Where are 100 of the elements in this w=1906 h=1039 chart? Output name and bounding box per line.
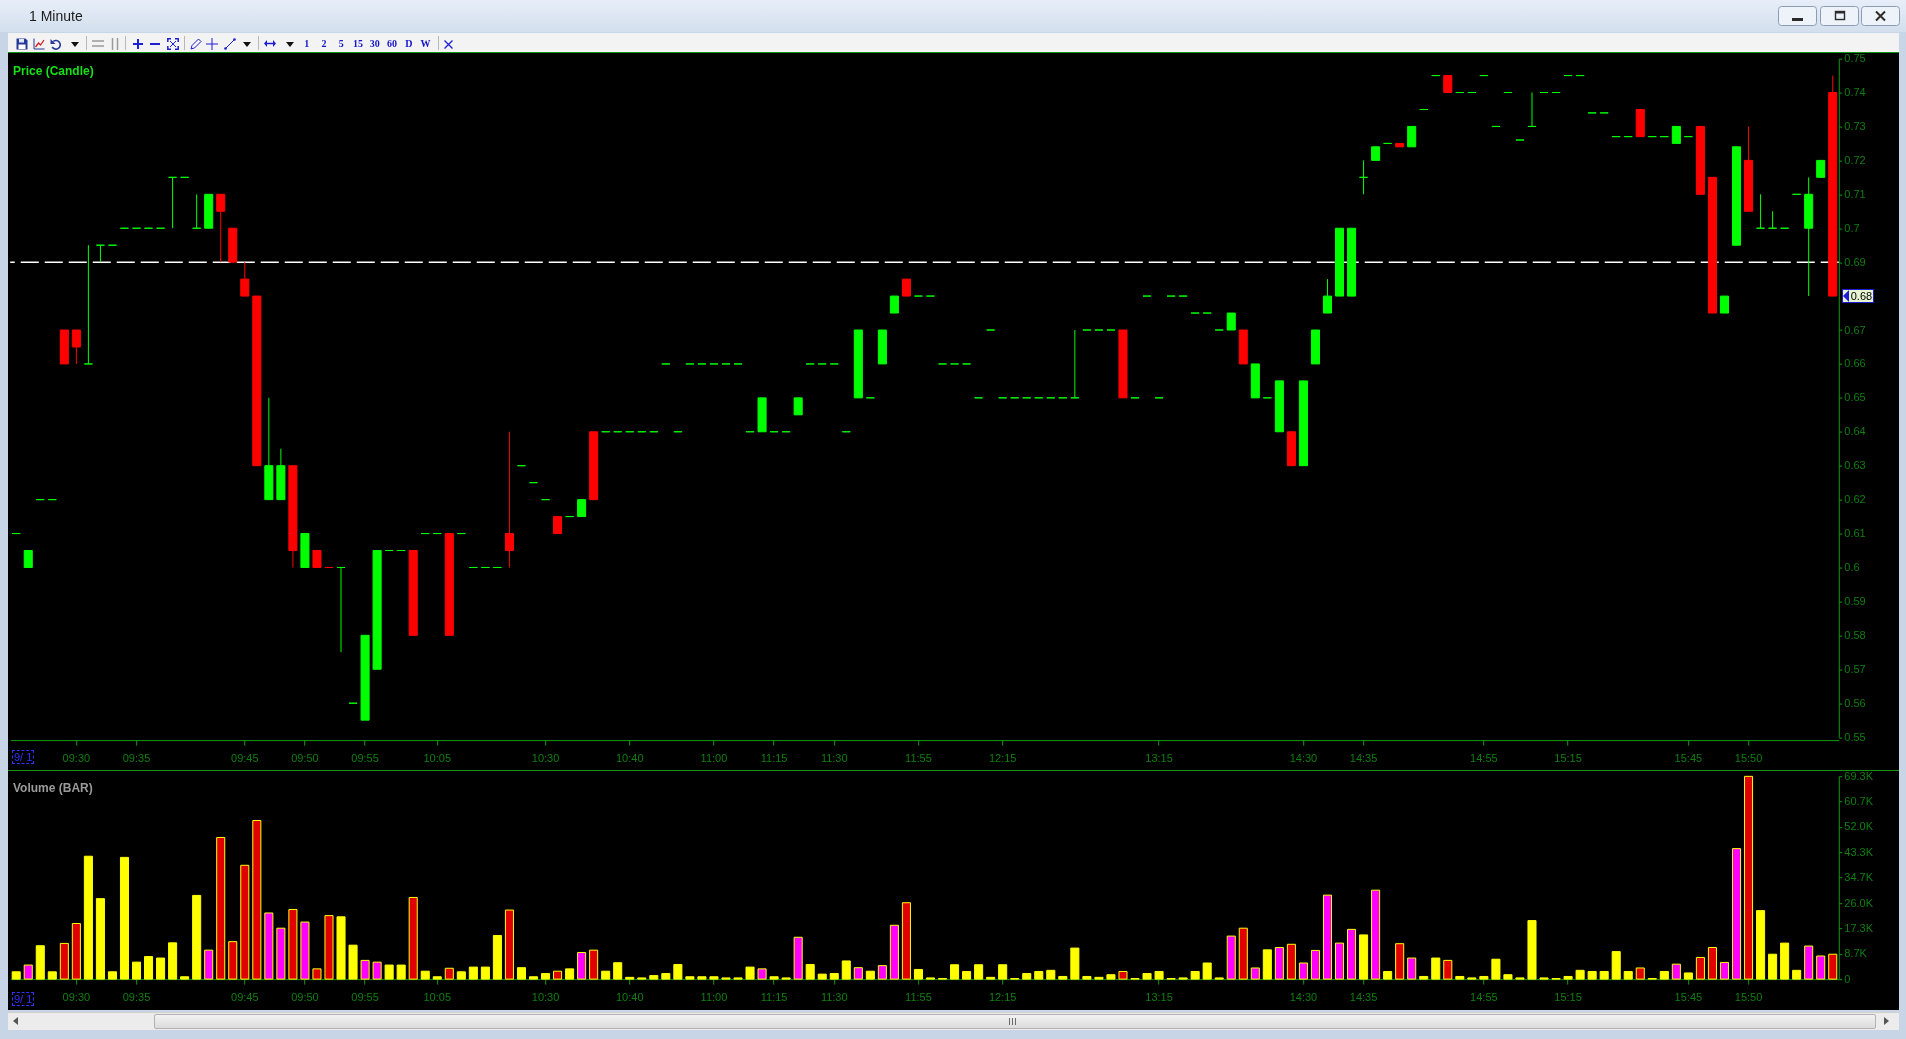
x-tick-label: 11:30	[820, 990, 848, 1003]
candlestick	[1274, 380, 1284, 433]
bar	[601, 970, 611, 980]
bar	[1828, 953, 1838, 980]
bar	[168, 942, 178, 980]
candlestick	[59, 329, 69, 365]
bar	[1419, 975, 1429, 980]
bar	[131, 961, 142, 980]
y-tick-label: 17.3K	[1844, 921, 1874, 934]
bar	[300, 921, 310, 980]
x-tick-label: 15:15	[1554, 751, 1582, 764]
bar	[360, 959, 370, 980]
bar	[1334, 942, 1345, 980]
bar	[492, 935, 502, 980]
y-tick-label: 26.0K	[1844, 896, 1874, 909]
candlestick	[1731, 146, 1742, 246]
text: 15	[353, 38, 363, 50]
text: 60	[387, 38, 397, 50]
x-tick-label: 11:55	[905, 990, 932, 1003]
candlestick	[312, 550, 322, 568]
bar	[805, 963, 815, 980]
candlestick	[1118, 329, 1128, 399]
x-tick-label: 09:30	[62, 990, 91, 1003]
bar	[1575, 969, 1585, 980]
bar	[829, 973, 839, 980]
candlestick	[1238, 329, 1248, 365]
x-tick-label: 15:45	[1674, 751, 1703, 764]
candlestick	[1322, 278, 1333, 314]
y-tick-label: 0.73	[1844, 119, 1866, 132]
x-tick-label: 14:55	[1470, 751, 1498, 764]
bar	[1719, 961, 1730, 980]
bar	[119, 856, 130, 980]
x-tick-label: 09:50	[291, 990, 319, 1003]
x-tick-label: 10:30	[531, 751, 560, 764]
y-tick-label: 0.57	[1844, 662, 1866, 675]
bar	[1202, 962, 1212, 980]
bar	[1479, 975, 1489, 980]
bar	[1744, 775, 1754, 980]
y-tick-label: 8.7K	[1844, 947, 1868, 960]
bar	[1623, 970, 1633, 980]
bar	[589, 949, 599, 980]
text: 5	[338, 38, 344, 50]
bar	[1034, 970, 1044, 980]
bar	[1707, 947, 1717, 980]
candlestick	[1443, 75, 1453, 94]
bar	[264, 912, 274, 980]
bar	[1635, 967, 1645, 980]
bar	[998, 964, 1008, 980]
bar	[420, 970, 430, 980]
x-tick-label: 11:30	[820, 751, 848, 764]
bar	[1046, 969, 1056, 980]
text: 9/ 1	[12, 750, 35, 765]
bar	[709, 976, 719, 980]
bar	[1082, 975, 1092, 980]
bar	[865, 970, 875, 980]
bar	[336, 916, 346, 980]
bar	[432, 976, 442, 980]
text: 2	[321, 38, 327, 50]
bar	[456, 971, 466, 980]
candlestick	[1226, 312, 1236, 331]
candlestick	[240, 261, 250, 297]
y-tick-label: 0.59	[1844, 594, 1866, 607]
x-tick-label: 14:30	[1289, 990, 1318, 1003]
bar	[1070, 947, 1080, 980]
text: 0.68	[1841, 289, 1875, 304]
x-tick-label: 09:55	[351, 990, 379, 1003]
bar	[71, 923, 81, 980]
y-tick-label: 0.67	[1844, 323, 1866, 336]
bar	[1058, 975, 1068, 980]
x-tick-label: 14:35	[1349, 751, 1378, 764]
candlestick	[204, 193, 214, 229]
text: 9/ 1	[12, 992, 35, 1007]
bar	[757, 968, 767, 980]
bar	[35, 945, 45, 980]
bar	[841, 960, 851, 980]
y-tick-label: 43.3K	[1844, 845, 1874, 858]
bar	[1322, 894, 1333, 980]
bar	[661, 973, 671, 980]
bar	[1383, 970, 1393, 980]
bar	[1659, 970, 1669, 980]
chart-subtitle: Volume (BAR)	[13, 781, 93, 796]
candlestick	[1347, 227, 1357, 297]
bar	[107, 971, 117, 980]
chart-subtitle: Price (Candle)	[13, 63, 94, 78]
candlestick	[504, 431, 514, 568]
text: 30	[369, 38, 380, 50]
x-tick-label: 14:35	[1349, 990, 1378, 1003]
bar	[480, 966, 490, 980]
y-tick-label: 0.7	[1844, 221, 1860, 234]
bar	[1804, 945, 1814, 980]
bar	[504, 909, 514, 980]
x-tick-label: 13:15	[1145, 751, 1173, 764]
bar	[1599, 970, 1609, 980]
bar	[565, 968, 575, 980]
y-tick-label: 0.65	[1844, 391, 1866, 404]
candlestick	[553, 516, 563, 535]
y-tick-label: 60.7K	[1844, 795, 1874, 808]
x-tick-label: 10:40	[615, 751, 644, 764]
bar	[1527, 920, 1537, 980]
candlestick	[83, 244, 93, 365]
